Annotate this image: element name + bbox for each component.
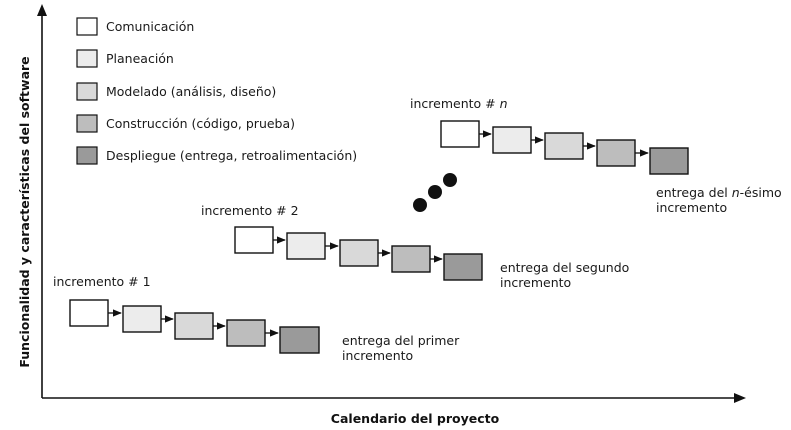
legend-label-construccion: Construcción (código, prueba) — [106, 116, 295, 131]
increment-1-stage-modelado — [174, 312, 214, 340]
increment-2: incremento # 2 entrega del segundo incre… — [201, 203, 629, 290]
increment-2-delivery-line1: entrega del segundo — [500, 260, 629, 275]
legend-swatch-construccion — [76, 114, 98, 133]
y-axis-label: Funcionalidad y características del soft… — [17, 56, 32, 367]
legend-label-modelado: Modelado (análisis, diseño) — [106, 84, 276, 99]
legend-label-despliegue: Despliegue (entrega, retroalimentación) — [106, 148, 357, 163]
ellipsis-dots — [413, 173, 457, 212]
increment-n-stage-modelado — [544, 132, 584, 160]
increment-1-stage-construccion — [226, 319, 266, 347]
increment-n-title-italic: n — [500, 96, 508, 111]
increment-n-title-prefix: incremento # — [410, 96, 500, 111]
ellipsis-dot-1 — [413, 198, 427, 212]
increment-1-title: incremento # 1 — [53, 274, 151, 289]
legend-item-comunicacion: Comunicación — [76, 17, 194, 36]
increment-1: incremento # 1 entrega del primer increm… — [53, 274, 460, 363]
increment-1-delivery-line1: entrega del primer — [342, 333, 460, 348]
increment-1-delivery-line2: incremento — [342, 348, 413, 363]
axes — [37, 4, 746, 403]
increment-n-delivery-suffix: -ésimo — [740, 185, 782, 200]
increment-n-delivery-prefix: entrega del — [656, 185, 732, 200]
ellipsis-dot-3 — [443, 173, 457, 187]
increment-2-delivery-line2: incremento — [500, 275, 571, 290]
x-axis-arrowhead — [734, 393, 746, 403]
legend-swatch-modelado — [76, 82, 98, 101]
increment-2-stage-construccion — [391, 245, 431, 273]
increment-2-stage-comunicacion — [234, 226, 274, 254]
legend-item-modelado: Modelado (análisis, diseño) — [76, 82, 276, 101]
legend-item-construccion: Construcción (código, prueba) — [76, 114, 295, 133]
y-axis-arrowhead — [37, 4, 47, 16]
increment-2-stage-despliegue — [443, 253, 483, 281]
increment-1-stage-despliegue — [279, 326, 320, 354]
legend-swatch-planeacion — [76, 49, 98, 68]
increment-n-stage-comunicacion — [440, 120, 480, 148]
increment-2-stage-modelado — [339, 239, 379, 267]
legend-item-despliegue: Despliegue (entrega, retroalimentación) — [76, 146, 357, 165]
increment-n: incremento # n entrega del n-ésimo incre… — [410, 96, 782, 215]
x-axis-label: Calendario del proyecto — [331, 411, 500, 426]
increment-1-stage-comunicacion — [69, 299, 109, 327]
increment-1-stage-planeacion — [122, 305, 162, 333]
legend: Comunicación Planeación Modelado (anális… — [76, 17, 357, 165]
increment-2-title: incremento # 2 — [201, 203, 299, 218]
increment-n-stage-despliegue — [649, 147, 689, 175]
increment-n-delivery-line2: incremento — [656, 200, 727, 215]
legend-label-planeacion: Planeación — [106, 51, 174, 66]
increment-n-stage-planeacion — [492, 126, 532, 154]
increment-n-delivery-italic: n — [732, 185, 740, 200]
increment-n-delivery-line1: entrega del n-ésimo — [656, 185, 782, 200]
legend-swatch-despliegue — [76, 146, 98, 165]
legend-label-comunicacion: Comunicación — [106, 19, 194, 34]
legend-swatch-comunicacion — [76, 17, 98, 36]
increment-2-stage-planeacion — [286, 232, 326, 260]
increment-n-stage-construccion — [596, 139, 636, 167]
legend-item-planeacion: Planeación — [76, 49, 174, 68]
ellipsis-dot-2 — [428, 185, 442, 199]
increment-n-title: incremento # n — [410, 96, 508, 111]
